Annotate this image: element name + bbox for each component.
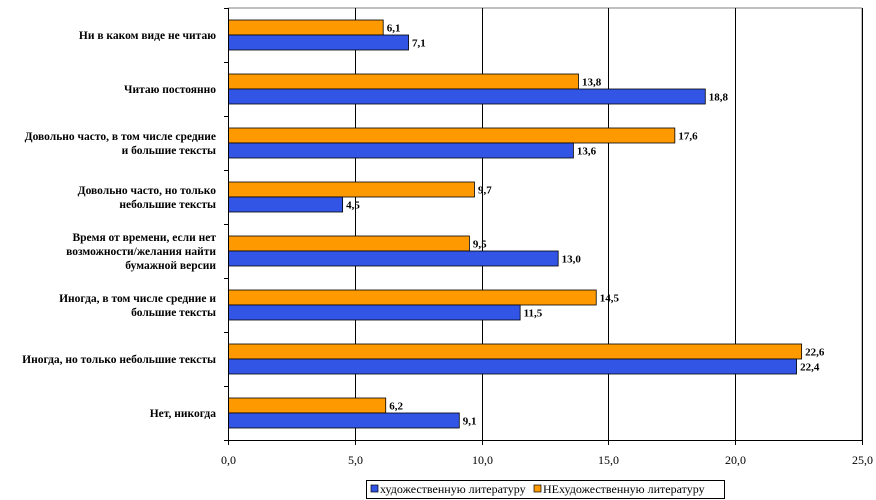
data-label-nonfiction: 9,7 (478, 185, 492, 197)
bar-fiction (228, 412, 460, 429)
data-label-fiction: 13,6 (577, 146, 597, 158)
bar-fiction (228, 196, 344, 213)
legend-box (366, 480, 725, 499)
category-label: Нет, никогда (150, 408, 217, 420)
category-label: Ни в каком виде не читаю (79, 30, 216, 42)
category-label: Иногда, в том числе средние и большие тек… (59, 293, 216, 319)
bar-fiction (228, 34, 409, 51)
bar-nonfiction (228, 73, 579, 90)
legend: художественную литературу НЕхудожественну… (366, 480, 725, 499)
bar-fiction (228, 304, 521, 321)
bars (228, 19, 803, 429)
legend-swatch (370, 484, 379, 493)
x-tick-label: 15,0 (598, 453, 619, 467)
bar-nonfiction (228, 343, 803, 360)
data-label-fiction: 4,5 (346, 200, 360, 212)
category-label: Довольно часто, но только небольшие текст… (78, 185, 217, 211)
axes: 0,0 5,0 10,0 15,0 20,0 25,0 Ни в каком виде не… (22, 8, 873, 467)
bar-nonfiction (228, 127, 676, 144)
category-label: Иногда, но только небольшие тексты (22, 354, 216, 366)
x-tick-label: 5,0 (348, 453, 363, 467)
data-label-nonfiction: 17,6 (678, 131, 698, 143)
legend-entry: НЕхудожественную литературу (543, 482, 705, 496)
data-label-nonfiction: 6,1 (387, 23, 401, 35)
category-label: Время от времени, если нет возможности/же… (66, 232, 216, 272)
legend-entry: художественную литературу (380, 482, 526, 496)
category-label: Читаю постоянно (124, 84, 216, 96)
data-label-nonfiction: 9,5 (473, 239, 487, 251)
grid-lines (228, 7, 863, 440)
data-label-fiction: 13,0 (562, 254, 582, 266)
data-label-nonfiction: 13,8 (582, 77, 602, 89)
data-label-fiction: 7,1 (412, 38, 426, 50)
x-tick-label: 20,0 (725, 453, 746, 467)
data-label-nonfiction: 14,5 (600, 293, 620, 305)
x-tick-label: 0,0 (221, 453, 236, 467)
bar-fiction (228, 358, 797, 375)
x-tick-label: 25,0 (852, 453, 873, 467)
bar-fiction (228, 142, 574, 159)
bar-nonfiction (228, 235, 470, 252)
data-label-nonfiction: 6,2 (389, 401, 403, 413)
bar-nonfiction (228, 181, 475, 198)
data-label-fiction: 18,8 (709, 92, 729, 104)
data-label-nonfiction: 22,6 (805, 347, 825, 359)
bar-nonfiction (228, 19, 384, 36)
bar-nonfiction (228, 289, 597, 306)
data-label-fiction: 9,1 (463, 416, 477, 428)
bar-fiction (228, 250, 559, 267)
data-label-fiction: 11,5 (524, 308, 543, 320)
legend-swatch (533, 484, 542, 493)
data-labels: 6,1 7,1 13,8 18,8 17,6 13,6 9,7 4,5 9,5 13,0 14,5 1… (346, 23, 825, 428)
x-tick-label: 10,0 (472, 453, 493, 467)
data-label-fiction: 22,4 (800, 362, 820, 374)
bar-nonfiction (228, 397, 387, 414)
category-label: Довольно часто, в том числе средние и бол… (25, 131, 216, 157)
bar-fiction (228, 88, 706, 105)
